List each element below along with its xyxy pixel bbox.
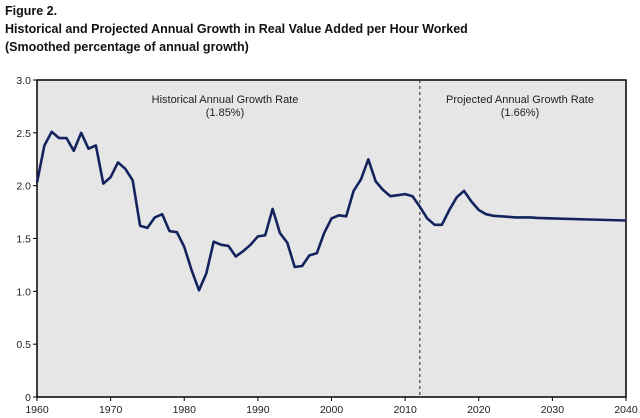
- figure-titles: Figure 2. Historical and Projected Annua…: [5, 2, 468, 56]
- x-tick-label: 1980: [173, 404, 197, 416]
- plot-area: [36, 79, 627, 398]
- y-tick-label: 3.0: [16, 75, 31, 87]
- annotation-historical-value: (1.85%): [206, 107, 245, 119]
- y-tick-label: 2.0: [16, 181, 31, 193]
- x-tick-label: 2030: [541, 404, 565, 416]
- chart-title: Historical and Projected Annual Growth i…: [5, 22, 468, 36]
- annotation-projected-value: (1.66%): [501, 107, 540, 119]
- y-tick-label: 0.5: [16, 339, 31, 351]
- x-tick-label: 2010: [393, 404, 417, 416]
- y-tick-label: 1.5: [16, 234, 31, 246]
- x-tick-label: 1970: [99, 404, 123, 416]
- x-tick-label: 1990: [246, 404, 270, 416]
- x-tick-label: 1960: [25, 404, 49, 416]
- y-tick-label: 0: [25, 392, 31, 404]
- x-tick-label: 2040: [614, 404, 638, 416]
- x-tick-label: 2000: [320, 404, 344, 416]
- annotation-projected-label: Projected Annual Growth Rate: [446, 94, 594, 106]
- figure-label: Figure 2.: [5, 4, 58, 18]
- y-tick-label: 1.0: [16, 286, 31, 298]
- annotation-historical-label: Historical Annual Growth Rate: [152, 94, 299, 106]
- series-line: [35, 130, 627, 292]
- y-tick-label: 2.5: [16, 128, 31, 140]
- chart-subtitle: (Smoothed percentage of annual growth): [5, 40, 249, 54]
- x-tick-label: 2020: [467, 404, 491, 416]
